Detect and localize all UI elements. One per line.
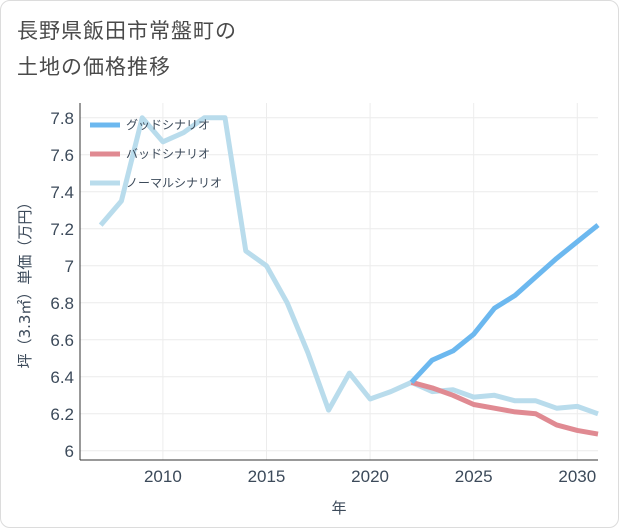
x-tick-labels: 2010 2015 2020 2025 2030 [144, 467, 596, 486]
series-line-2 [98, 115, 599, 417]
y-tick-label: 6.2 [50, 405, 74, 424]
x-axis-label: 年 [331, 499, 346, 517]
x-tick-label: 2010 [144, 467, 182, 486]
x-tick-label: 2030 [558, 467, 596, 486]
x-tick-label: 2025 [455, 467, 493, 486]
grid [80, 103, 598, 460]
series-layer [98, 115, 600, 437]
y-tick-label: 6.8 [50, 294, 74, 313]
y-tick-label: 7.8 [50, 109, 74, 128]
y-tick-label: 6.4 [50, 368, 74, 387]
series-line-0 [409, 223, 600, 385]
title-line-2: 土地の価格推移 [17, 55, 171, 79]
y-tick-label: 6.6 [50, 331, 74, 350]
legend-label-2: ノーマルシナリオ [126, 176, 222, 190]
y-tick-label: 7 [65, 257, 74, 276]
y-axis-label: 坪（3.3㎡）単価（万円） [16, 195, 34, 369]
y-tick-label: 6 [65, 442, 74, 461]
chart-title: 長野県飯田市常盤町の 土地の価格推移 [17, 13, 237, 85]
y-tick-labels: 6 6.2 6.4 6.6 6.8 7 7.2 7.4 7.6 7.8 [50, 109, 74, 461]
legend-label-1: バッドシナリオ [126, 147, 210, 161]
y-tick-label: 7.6 [50, 146, 74, 165]
series-line-1 [410, 379, 599, 437]
legend-label-0: グッドシナリオ [126, 118, 210, 132]
title-line-1: 長野県飯田市常盤町の [17, 19, 237, 43]
axes [79, 103, 598, 461]
y-tick-label: 7.2 [50, 220, 74, 239]
x-tick-label: 2020 [351, 467, 389, 486]
y-tick-label: 7.4 [50, 183, 74, 202]
x-tick-label: 2015 [248, 467, 286, 486]
